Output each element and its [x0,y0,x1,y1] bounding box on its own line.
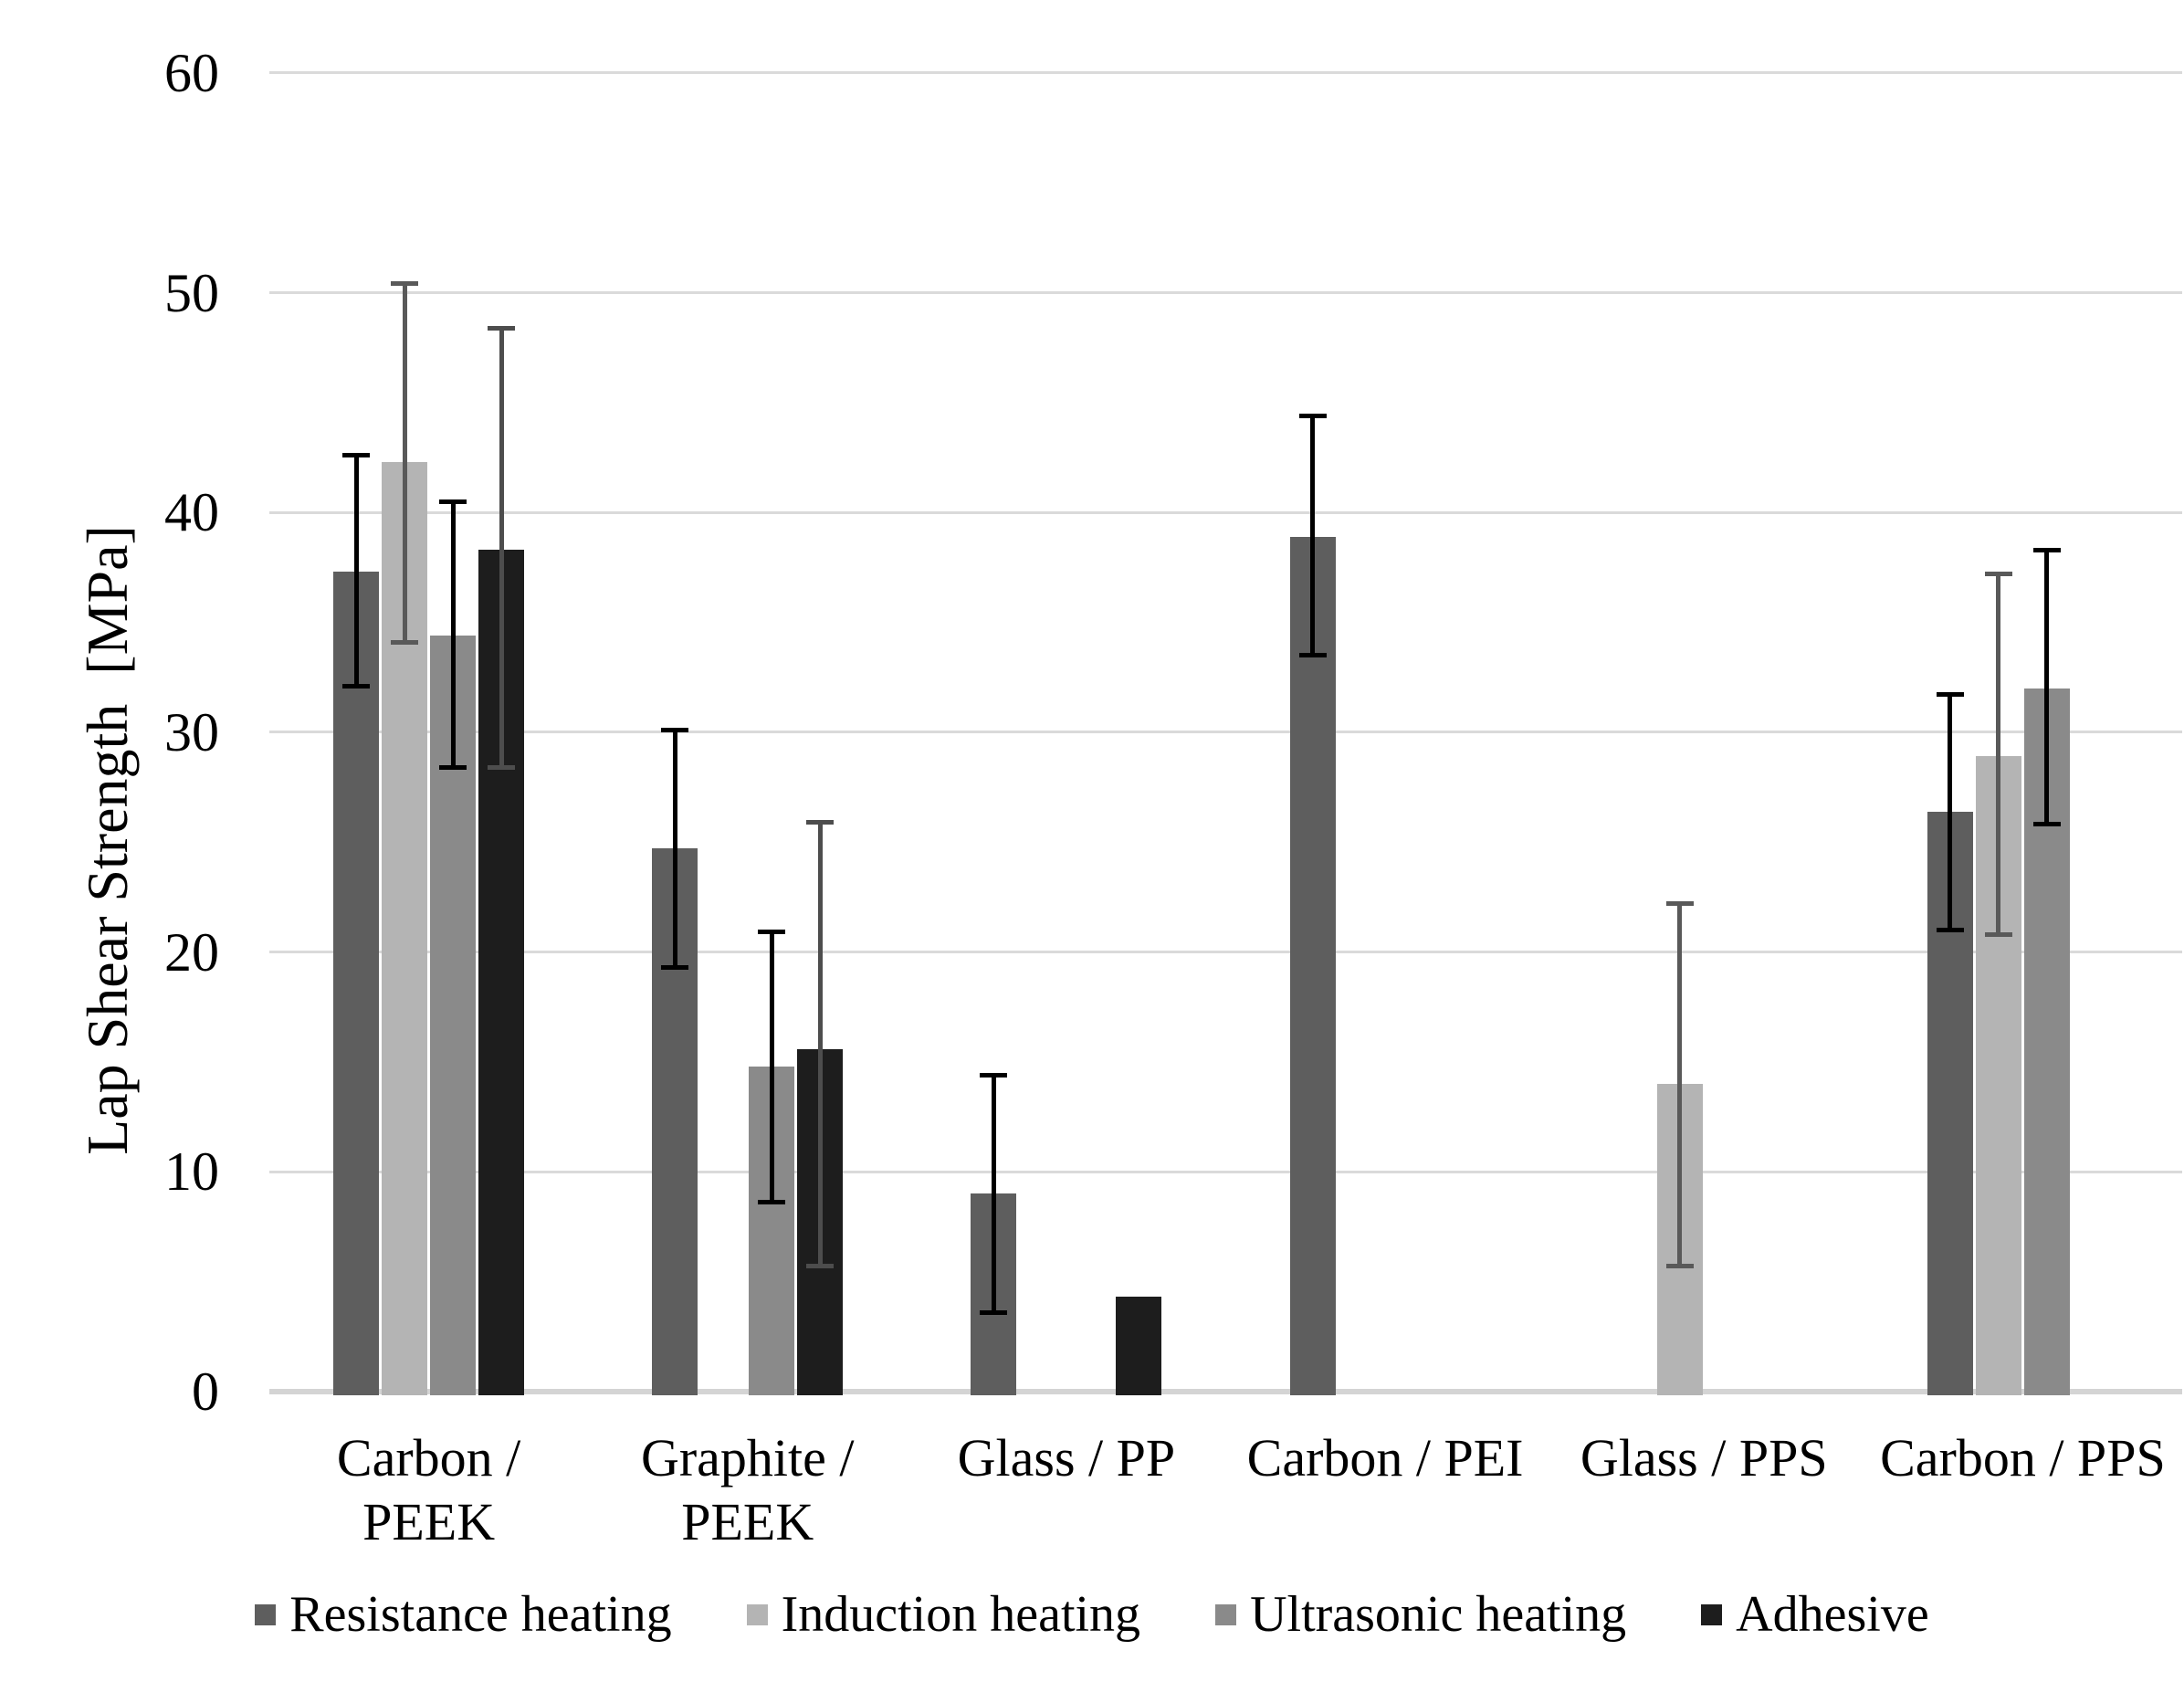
error-cap-induction-heating [1665,901,1694,907]
x-category-label: Carbon / PEI [1226,1426,1545,1490]
error-cap-resistance-heating [980,1309,1008,1315]
gridline [269,731,2182,734]
error-cap-induction-heating [391,281,419,287]
error-bar-ultrasonic-heating [2044,550,2050,825]
legend-item-adhesive: Adhesive [1701,1585,1929,1644]
x-category-label: Glass / PPS [1545,1426,1864,1490]
legend-item-resistance-heating: Resistance heating [255,1585,672,1644]
error-cap-resistance-heating [661,964,689,970]
error-cap-ultrasonic-heating [2032,822,2061,827]
gridline [269,71,2182,75]
x-category-label: Glass / PP [907,1426,1225,1490]
error-cap-resistance-heating [1936,692,1964,698]
error-cap-resistance-heating [342,453,371,458]
error-cap-ultrasonic-heating [2032,547,2061,552]
x-category-label-line: Carbon / [336,1428,521,1488]
x-category-label-line: Carbon / PPS [1880,1428,2166,1488]
error-cap-adhesive [806,820,835,825]
y-tick-label: 60 [164,42,219,103]
error-bar-ultrasonic-heating [450,501,456,768]
error-cap-resistance-heating [1936,928,1964,933]
legend-label: Ultrasonic heating [1250,1586,1627,1643]
error-bar-induction-heating [1996,573,2001,935]
legend-swatch-ultrasonic-heating [1215,1603,1237,1625]
error-bar-induction-heating [1677,903,1683,1267]
error-bar-ultrasonic-heating [769,931,774,1203]
x-axis-line [269,1389,2182,1394]
legend-swatch-adhesive [1701,1603,1723,1625]
y-tick-label: 40 [164,482,219,543]
error-bar-resistance-heating [1948,694,1953,930]
error-cap-resistance-heating [1298,413,1327,418]
error-cap-induction-heating [1984,572,2012,577]
error-cap-ultrasonic-heating [758,1200,786,1205]
y-tick-label: 30 [164,701,219,762]
y-tick-label: 0 [192,1361,219,1422]
x-category-label-line: PEEK [362,1492,496,1551]
x-category-label-line: Carbon / PEI [1246,1428,1524,1488]
x-category-label: Carbon / PEEK [269,1426,588,1554]
y-tick-label: 20 [164,921,219,983]
gridline [269,510,2182,514]
y-tick-label: 10 [164,1141,219,1203]
error-bar-induction-heating [402,283,407,643]
gridline [269,291,2182,294]
error-cap-adhesive [806,1264,835,1269]
error-cap-resistance-heating [342,683,371,689]
error-bar-adhesive [499,328,504,768]
error-bar-resistance-heating [353,455,359,687]
legend-label: Induction heating [781,1586,1141,1643]
x-category-label-line: Glass / PP [957,1428,1176,1488]
legend-swatch-resistance-heating [255,1603,277,1625]
y-tick-label: 50 [164,262,219,323]
legend-item-induction-heating: Induction heating [746,1585,1141,1644]
y-axis-title: Lap Shear Strength [MPa] [75,525,140,1155]
error-cap-ultrasonic-heating [439,499,467,504]
error-bar-resistance-heating [1310,415,1316,656]
error-cap-adhesive [488,764,516,770]
error-cap-adhesive [488,325,516,331]
x-category-label: Graphite / PEEK [588,1426,907,1554]
x-category-label-line: Graphite / [640,1428,855,1488]
error-cap-ultrasonic-heating [439,764,467,770]
error-bar-resistance-heating [672,730,677,968]
legend-swatch-induction-heating [746,1603,768,1625]
legend-item-ultrasonic-heating: Ultrasonic heating [1215,1585,1626,1644]
error-cap-ultrasonic-heating [758,930,786,935]
error-cap-induction-heating [1665,1264,1694,1269]
bar-resistance-heating [1289,536,1336,1395]
bar-adhesive [1116,1297,1162,1395]
gridline [269,951,2182,954]
error-cap-induction-heating [1984,931,2012,937]
error-bar-resistance-heating [991,1075,996,1313]
legend: Resistance heating Induction heating Ultra… [0,1585,2184,1644]
x-category-label: Carbon / PPS [1864,1426,2182,1490]
error-cap-resistance-heating [1298,653,1327,658]
error-bar-adhesive [817,822,823,1267]
error-cap-induction-heating [391,639,419,645]
legend-label: Resistance heating [289,1586,672,1643]
x-category-label-line: PEEK [681,1492,814,1551]
gridline [269,1170,2182,1173]
bar-resistance-heating [333,572,380,1395]
x-category-label-line: Glass / PPS [1580,1428,1828,1488]
error-cap-resistance-heating [661,727,689,732]
error-cap-resistance-heating [980,1072,1008,1078]
legend-label: Adhesive [1736,1586,1929,1643]
